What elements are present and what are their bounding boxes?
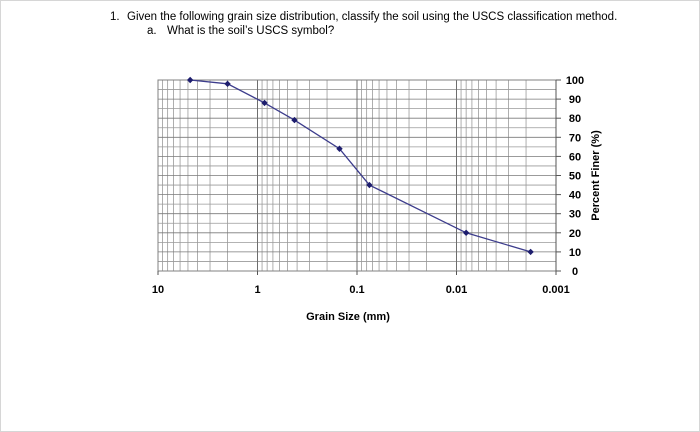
x-tick-labels: 10 1 0.1 0.01 0.001	[152, 284, 570, 296]
y-axis-title: Percent Finer (%)	[590, 130, 602, 221]
x-axis-title: Grain Size (mm)	[306, 311, 390, 323]
data-point	[366, 181, 373, 189]
y-tick-label: 100	[566, 75, 584, 87]
y-tick-label: 0	[572, 266, 578, 278]
data-point	[527, 248, 534, 256]
x-tick-label: 10	[152, 284, 164, 296]
y-tick-label: 80	[569, 113, 581, 125]
subquestion-text: What is the soil’s USCS symbol?	[167, 25, 335, 37]
y-axis	[157, 79, 561, 275]
y-tick-label: 70	[569, 132, 581, 144]
y-tick-label: 60	[569, 151, 581, 163]
y-tick-label: 90	[569, 94, 581, 106]
question-line: 1. Given the following grain size distrib…	[110, 10, 617, 24]
y-tick-label: 30	[569, 209, 581, 221]
data-point	[186, 76, 194, 84]
x-tick-label: 0.1	[349, 284, 364, 296]
data-point	[261, 99, 268, 107]
data-point	[291, 116, 298, 124]
y-tick-label: 50	[569, 171, 581, 183]
series-layer	[186, 76, 534, 256]
y-tick-label: 20	[569, 228, 581, 240]
y-tick-label: 10	[569, 247, 581, 259]
data-point	[336, 145, 343, 152]
x-tick-label: 1	[254, 284, 260, 296]
y-tick-label: 40	[569, 190, 581, 202]
data-point	[224, 80, 231, 88]
subquestion-letter: a.	[147, 25, 157, 37]
series-line	[190, 79, 531, 253]
x-tick-label: 0.001	[542, 284, 570, 296]
question-number: 1.	[110, 11, 120, 23]
x-tick-label: 0.01	[446, 284, 467, 296]
question-text: Given the following grain size distribut…	[127, 11, 618, 23]
data-point	[462, 229, 470, 236]
subquestion-line: a. What is the soil’s USCS symbol?	[147, 24, 334, 38]
